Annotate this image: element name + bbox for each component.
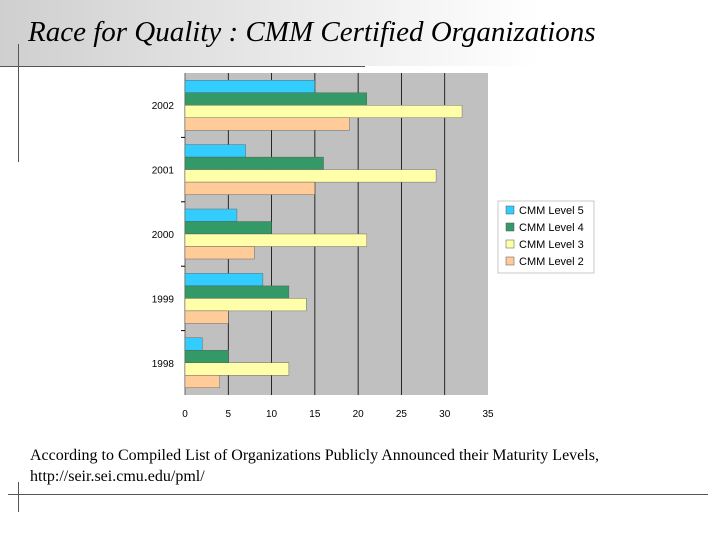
decor-line-bottom: [8, 494, 708, 495]
decor-line-left-bottom: [18, 482, 19, 512]
bar: [184, 208, 238, 222]
decor-line-title-underline: [0, 66, 365, 67]
bar: [184, 273, 264, 287]
legend-swatch: [505, 222, 515, 232]
bar: [184, 337, 203, 351]
x-tick-label: 30: [439, 409, 451, 420]
caption-text: According to Compiled List of Organizati…: [30, 447, 599, 464]
x-tick-label: 5: [226, 409, 232, 420]
x-tick-label: 15: [309, 409, 321, 420]
bar: [184, 169, 437, 183]
cmm-bar-chart: 0 5 10 15 20 25 30 35 2002 2001 2000 1999 1998 CMM Le…: [152, 73, 595, 420]
decor-line-left-top: [18, 44, 19, 162]
title-band: [0, 0, 720, 66]
bar: [184, 156, 324, 170]
legend-label: CMM Level 2: [519, 256, 584, 268]
legend-label: CMM Level 5: [519, 205, 584, 217]
bar: [184, 117, 350, 131]
bar: [184, 181, 316, 195]
legend-label: CMM Level 4: [519, 222, 584, 234]
bar: [184, 310, 229, 324]
y-category-label: 1999: [152, 294, 175, 305]
x-tick-label: 35: [482, 409, 494, 420]
y-category-label: 1998: [152, 359, 175, 370]
bar: [184, 375, 220, 388]
bar: [184, 298, 307, 312]
bar: [184, 285, 290, 299]
x-tick-label: 25: [396, 409, 408, 420]
bar: [184, 79, 316, 93]
x-tick-label: 20: [353, 409, 365, 420]
y-category-label: 2001: [152, 166, 175, 177]
source-caption: According to Compiled List of Organizati…: [30, 445, 700, 487]
legend-label: CMM Level 3: [519, 239, 584, 251]
bar: [184, 92, 368, 106]
bar: [184, 221, 272, 235]
x-tick-label: 0: [182, 409, 188, 420]
x-tick-label: 10: [266, 409, 278, 420]
legend-swatch: [505, 239, 515, 249]
bar: [184, 362, 290, 376]
slide-title: Race for Quality : CMM Certified Organiz…: [28, 16, 596, 48]
y-category-label: 2000: [152, 230, 175, 241]
caption-url: http://seir.sei.cmu.edu/pml/: [30, 468, 205, 485]
bar: [184, 105, 463, 118]
legend-swatch: [505, 205, 515, 215]
bar: [184, 350, 229, 363]
bar: [184, 233, 368, 247]
bar: [184, 246, 255, 260]
bar: [184, 144, 246, 158]
y-category-label: 2002: [152, 101, 175, 112]
legend-swatch: [505, 256, 515, 266]
